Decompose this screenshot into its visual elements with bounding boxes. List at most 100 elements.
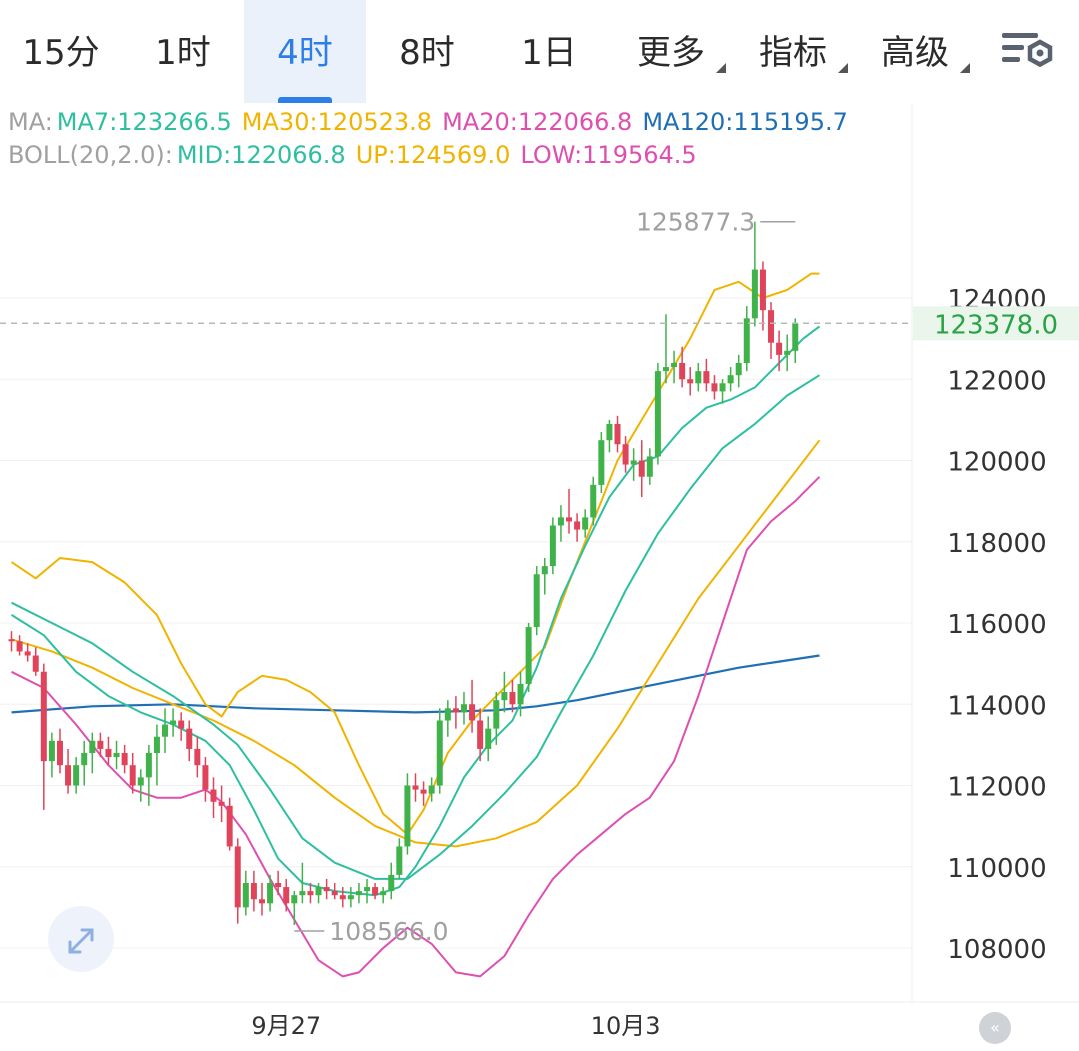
candle-body <box>428 785 435 794</box>
double-chevron-left-icon: « <box>990 1018 1000 1037</box>
candle-body <box>40 671 47 762</box>
tab-6[interactable]: 指标 <box>732 0 854 103</box>
ma120-value: MA120:115195.7 <box>642 108 848 136</box>
boll-legend: BOLL(20,2.0): MID:122066.8 UP:124569.0 LOW:… <box>8 141 707 169</box>
dropdown-triangle-icon <box>716 63 726 73</box>
candle-body <box>436 720 443 786</box>
candle-body <box>404 785 411 847</box>
boll-upper-line <box>10 272 820 836</box>
candle-body <box>73 765 80 786</box>
candle-body <box>234 846 241 908</box>
timeframe-tab-bar: 15分 1时 4时 8时 1日 更多 指标 高级 <box>0 0 1079 103</box>
candle-body <box>743 318 750 363</box>
candle-body <box>347 895 354 900</box>
candle-body <box>517 683 524 705</box>
boll-low-value: LOW:119564.5 <box>520 141 697 169</box>
candle-body <box>396 846 403 875</box>
candle-body <box>355 891 362 896</box>
candle-body <box>380 891 387 896</box>
candle-body <box>549 525 556 567</box>
ma7-line <box>10 325 821 897</box>
candle-body <box>145 753 152 778</box>
candle-body <box>509 692 516 705</box>
candle-body <box>792 323 799 351</box>
tab-5[interactable]: 更多 <box>610 0 732 103</box>
candle-body <box>444 708 451 721</box>
tab-3[interactable]: 8时 <box>366 0 488 103</box>
tab-label: 1时 <box>155 33 211 73</box>
candle-body <box>662 367 669 372</box>
candle-body <box>8 639 15 642</box>
candle-body <box>469 704 476 721</box>
candle-body <box>129 765 136 786</box>
candle-body <box>283 887 290 904</box>
candle-body <box>679 363 686 380</box>
candle-body <box>65 765 72 786</box>
tab-label: 15分 <box>22 33 100 73</box>
chart-settings-button[interactable] <box>1000 30 1056 74</box>
candle-body <box>590 484 597 518</box>
tab-label: 更多 <box>637 33 705 73</box>
y-tick-label: 116000 <box>947 610 1046 640</box>
candle-body <box>452 708 459 713</box>
candle-body <box>153 736 160 753</box>
candle-body <box>735 363 742 376</box>
tab-0[interactable]: 15分 <box>0 0 122 103</box>
candle-body <box>485 728 492 749</box>
candle-body <box>299 891 306 896</box>
y-tick-label: 122000 <box>947 366 1046 396</box>
candle-body <box>703 371 710 384</box>
x-tick-label: 9月27 <box>251 1012 321 1040</box>
candle-body <box>275 883 282 888</box>
candle-body <box>194 748 201 766</box>
y-tick-label: 118000 <box>947 529 1046 559</box>
tab-4[interactable]: 1日 <box>488 0 610 103</box>
current-price-label: 123378.0 <box>934 310 1058 340</box>
candle-body <box>178 720 185 729</box>
ma120-line <box>11 654 820 714</box>
candle-body <box>541 566 548 575</box>
candle-body <box>105 748 112 758</box>
candle-body <box>210 789 217 802</box>
candle-body <box>638 460 645 477</box>
candle-body <box>784 350 791 355</box>
candle-body <box>687 379 694 384</box>
tab-2[interactable]: 4时 <box>244 0 366 103</box>
expand-arrows-icon <box>68 928 94 954</box>
scroll-to-latest-button[interactable]: « <box>979 1012 1011 1044</box>
candle-body <box>695 371 702 384</box>
candle-body <box>606 423 613 441</box>
ma-legend-prefix: MA: <box>8 108 53 136</box>
candle-body <box>630 460 637 465</box>
candle-body <box>81 753 88 766</box>
candle-body <box>48 740 55 762</box>
candle-body <box>727 375 734 384</box>
candle-body <box>323 887 330 892</box>
candle-body <box>291 895 298 904</box>
candle-body <box>477 720 484 749</box>
candle-body <box>759 269 766 311</box>
candle-body <box>331 891 338 896</box>
candle-body <box>162 724 169 737</box>
candle-body <box>16 641 23 652</box>
candle-body <box>186 728 193 749</box>
tab-label: 指标 <box>759 33 827 73</box>
ma30-value: MA30:120523.8 <box>241 108 433 136</box>
candle-body <box>24 651 31 656</box>
tab-7[interactable]: 高级 <box>854 0 976 103</box>
tab-label: 8时 <box>399 33 455 73</box>
candle-body <box>420 789 427 794</box>
high-marker-label: 125877.3 <box>636 208 755 237</box>
y-tick-label: 114000 <box>947 691 1046 721</box>
candle-body <box>121 753 128 766</box>
candle-body <box>582 517 589 530</box>
tab-1[interactable]: 1时 <box>122 0 244 103</box>
boll-mid-value: MID:122066.8 <box>176 141 346 169</box>
candle-body <box>719 383 726 392</box>
candle-body <box>768 310 775 343</box>
candle-body <box>751 269 758 319</box>
candle-body <box>501 692 508 701</box>
ma20-mid-line <box>11 374 821 880</box>
ma20-value: MA20:122066.8 <box>442 108 633 136</box>
fullscreen-button[interactable] <box>48 906 114 972</box>
